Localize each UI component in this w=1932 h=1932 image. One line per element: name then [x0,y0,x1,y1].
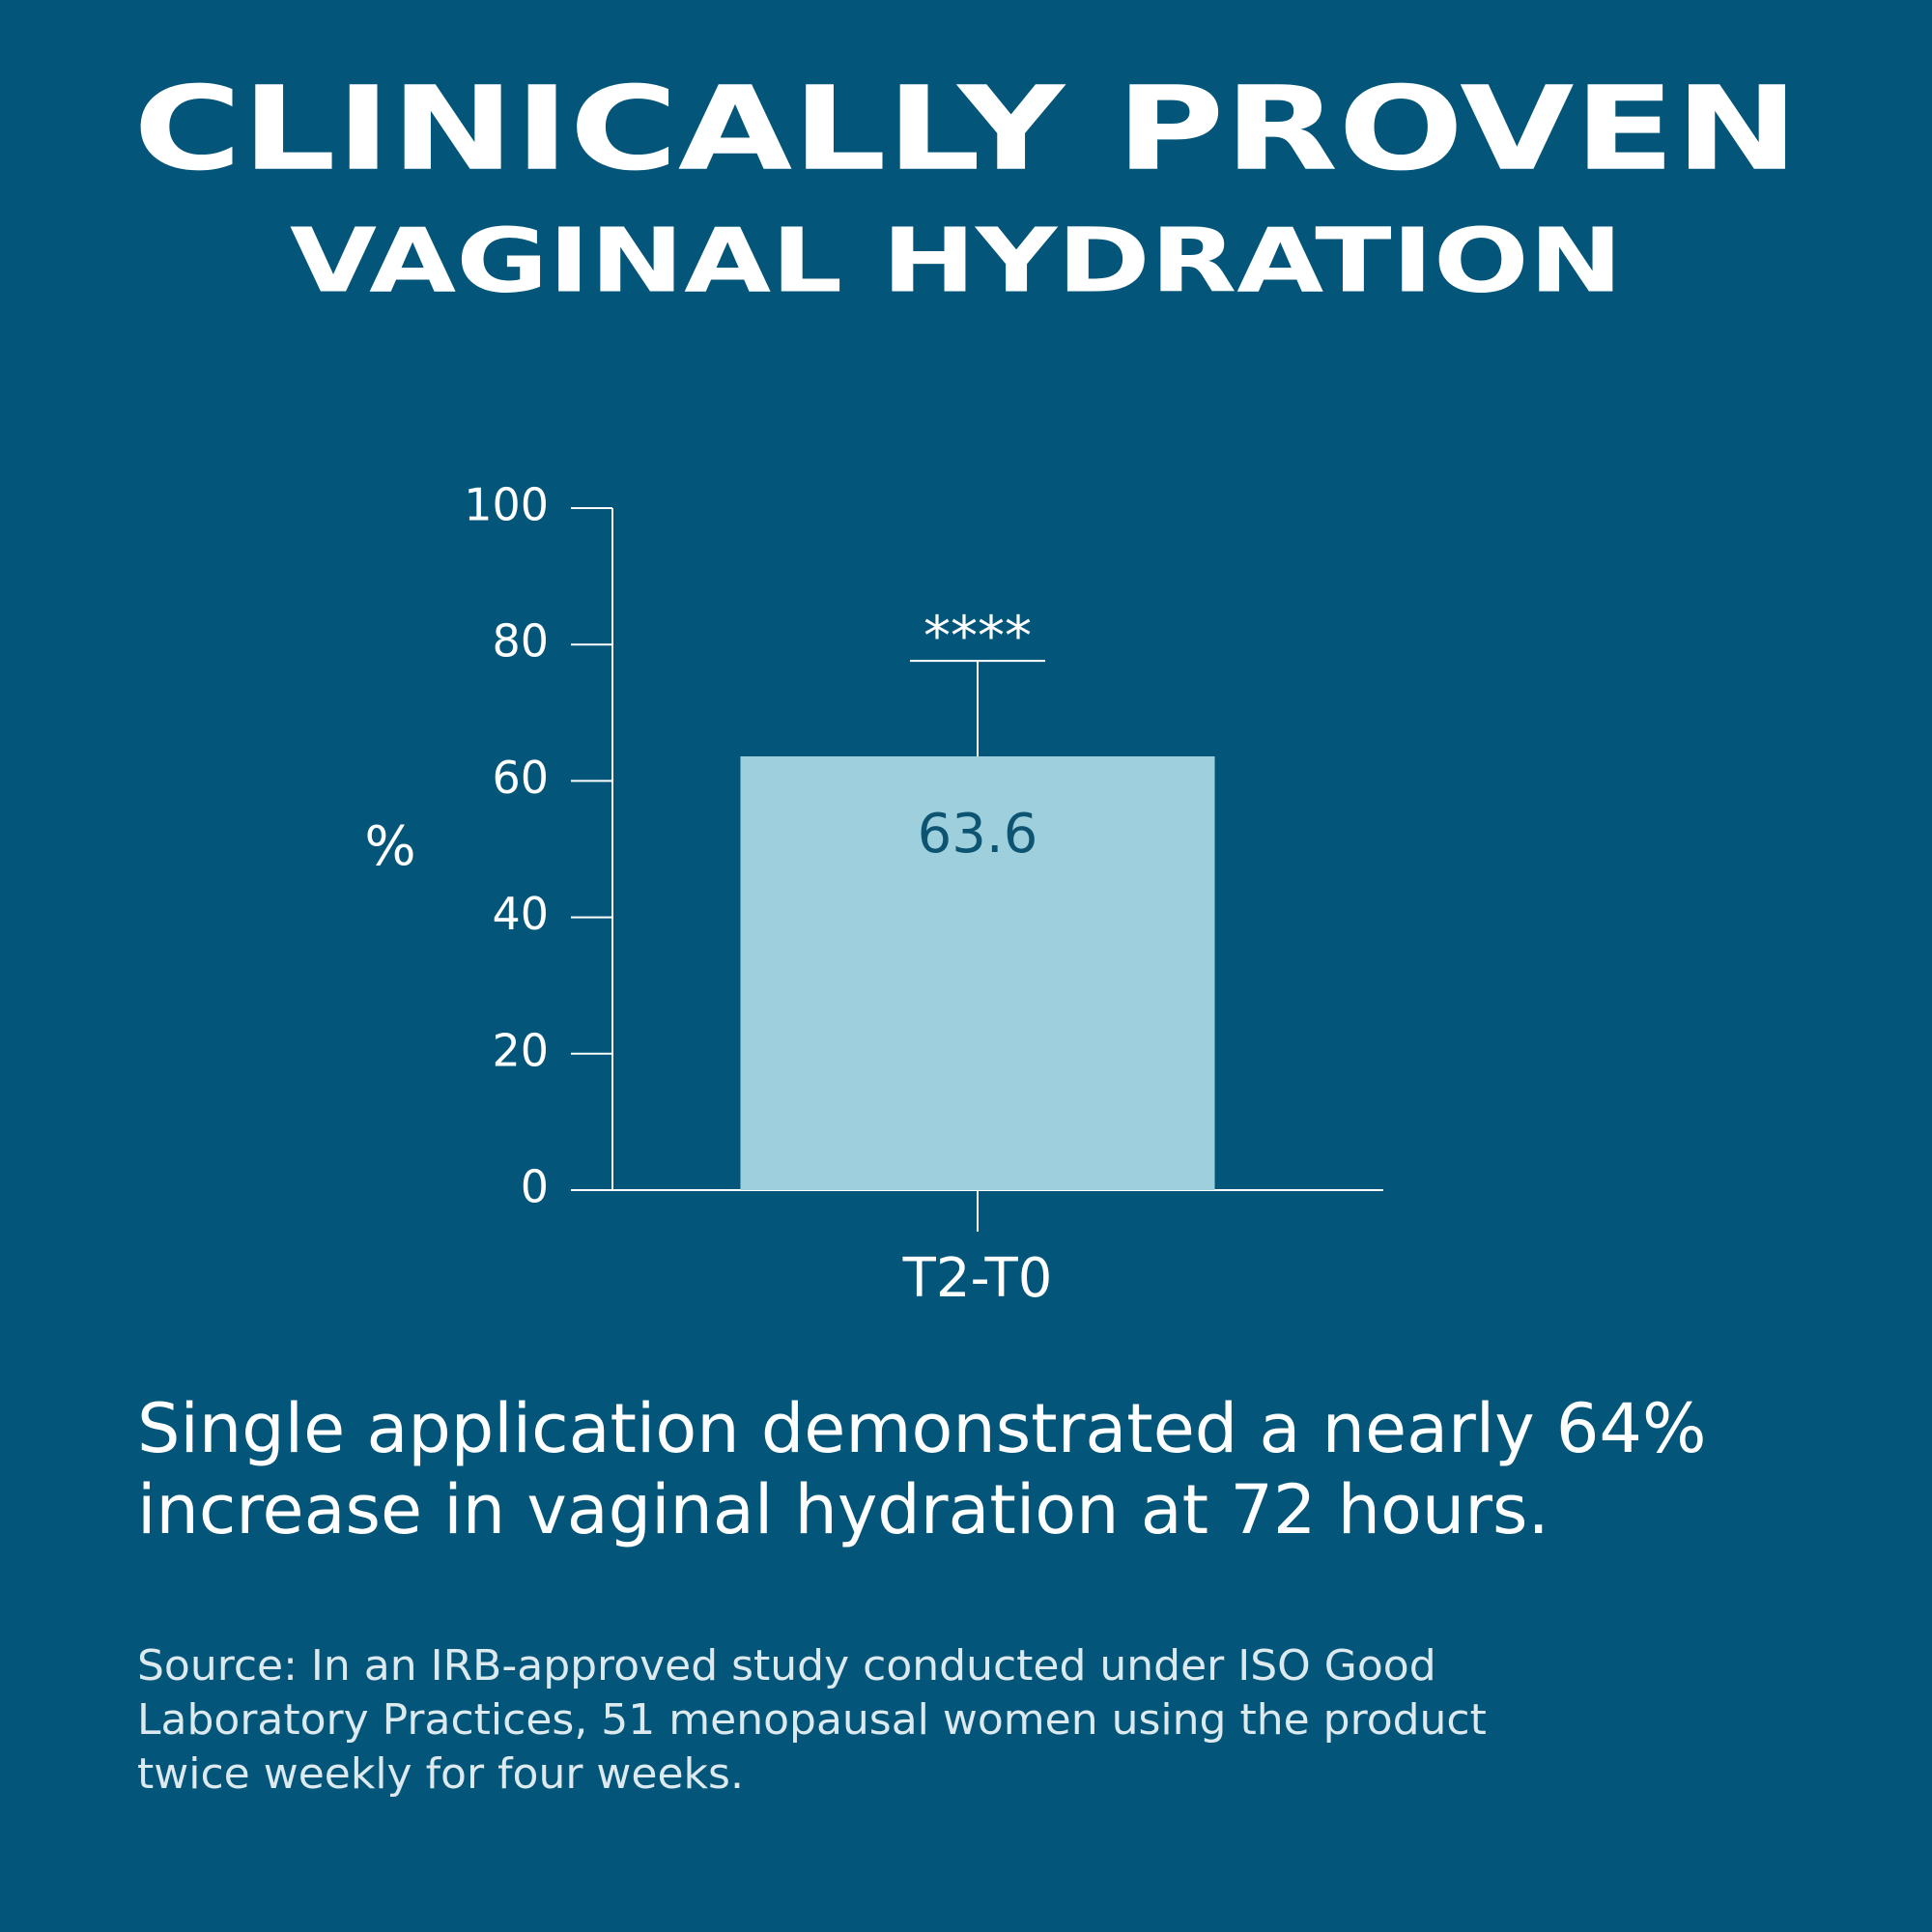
source: Source: In an IRB-approved study conduct… [137,1641,1436,1690]
y-tick-label: 100 [464,479,549,531]
y-tick-label: 0 [521,1161,549,1213]
y-tick-label: 80 [492,615,549,668]
source: Laboratory Practices, 51 menopausal wome… [137,1695,1487,1745]
source: twice weekly for four weeks. [137,1749,744,1799]
y-tick-label: 60 [492,752,549,804]
x-tick-label: T2-T0 [902,1247,1053,1310]
chart-subtitle: VAGINAL HYDRATION [290,209,1623,312]
caption: increase in vaginal hydration at 72 hour… [137,1470,1549,1549]
y-tick-label: 20 [492,1024,549,1076]
y-axis-label: % [364,815,415,878]
chart-title: CLINICALLY PROVEN [133,63,1799,197]
value-label: 63.6 [918,803,1038,866]
significance: **** [923,605,1032,668]
caption: Single application demonstrated a nearly… [137,1389,1706,1468]
y-tick-label: 40 [492,888,549,940]
bar [740,755,1215,1190]
